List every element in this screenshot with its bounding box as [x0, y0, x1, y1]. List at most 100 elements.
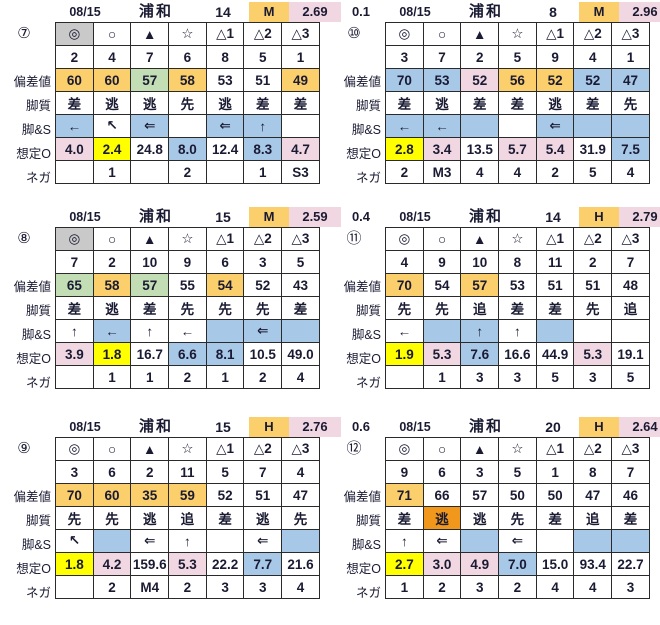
mark-cell[interactable]: ☆	[498, 22, 537, 46]
nega-cell[interactable]: 2	[168, 160, 207, 184]
soutei-o-cell[interactable]: 44.9	[535, 342, 575, 366]
mark-cell[interactable]: △2	[243, 227, 283, 251]
kyakushitsu-cell[interactable]: 逃	[422, 91, 462, 115]
kyakushitsu-cell[interactable]: 逃	[422, 506, 462, 530]
horse-no-cell[interactable]: 1	[281, 45, 320, 69]
nega-cell[interactable]: 2	[422, 575, 462, 599]
ashi-s-cell[interactable]: ⇐	[535, 114, 575, 138]
hensachi-cell[interactable]: 71	[385, 483, 424, 507]
ashi-s-cell[interactable]	[535, 529, 575, 553]
mark-cell[interactable]: △1	[535, 227, 575, 251]
mark-cell[interactable]: △3	[611, 437, 650, 461]
nega-cell[interactable]: 2	[385, 160, 424, 184]
ashi-s-cell[interactable]	[611, 529, 650, 553]
hensachi-cell[interactable]: 47	[611, 68, 650, 92]
mark-cell[interactable]: △1	[535, 22, 575, 46]
soutei-o-cell[interactable]: 5.3	[168, 552, 207, 576]
soutei-o-cell[interactable]: 22.7	[611, 552, 650, 576]
soutei-o-cell[interactable]: 21.6	[281, 552, 320, 576]
kyakushitsu-cell[interactable]: 追	[168, 506, 207, 530]
ashi-s-cell[interactable]	[168, 114, 207, 138]
hensachi-cell[interactable]: 43	[281, 273, 320, 297]
hensachi-cell[interactable]: 60	[55, 68, 94, 92]
soutei-o-cell[interactable]: 2.8	[385, 137, 424, 161]
ashi-s-cell[interactable]: ↑	[55, 319, 94, 343]
soutei-o-cell[interactable]: 16.6	[498, 342, 537, 366]
nega-cell[interactable]: 1	[385, 575, 424, 599]
soutei-o-cell[interactable]: 2.7	[385, 552, 424, 576]
kyakushitsu-cell[interactable]: 差	[535, 506, 575, 530]
ashi-s-cell[interactable]	[281, 529, 320, 553]
ashi-s-cell[interactable]: ⇐	[130, 114, 170, 138]
nega-cell[interactable]: 2	[498, 575, 537, 599]
hensachi-cell[interactable]: 57	[460, 483, 500, 507]
kyakushitsu-cell[interactable]: 差	[55, 296, 94, 320]
ashi-s-cell[interactable]	[498, 114, 537, 138]
horse-no-cell[interactable]: 5	[498, 460, 537, 484]
mark-cell[interactable]: △1	[205, 437, 245, 461]
horse-no-cell[interactable]: 2	[460, 45, 500, 69]
ashi-s-cell[interactable]	[205, 319, 245, 343]
hensachi-cell[interactable]: 58	[168, 68, 207, 92]
horse-no-cell[interactable]: 7	[611, 460, 650, 484]
hensachi-cell[interactable]: 51	[535, 273, 575, 297]
soutei-o-cell[interactable]: 3.4	[422, 137, 462, 161]
ashi-s-cell[interactable]	[92, 529, 132, 553]
ashi-s-cell[interactable]: ⇐	[205, 114, 245, 138]
kyakushitsu-cell[interactable]: 先	[205, 296, 245, 320]
horse-no-cell[interactable]: 2	[92, 250, 132, 274]
hensachi-cell[interactable]: 51	[243, 68, 283, 92]
kyakushitsu-cell[interactable]: 逃	[92, 91, 132, 115]
hensachi-cell[interactable]: 55	[168, 273, 207, 297]
hensachi-cell[interactable]: 57	[130, 273, 170, 297]
soutei-o-cell[interactable]: 22.2	[205, 552, 245, 576]
race-panel[interactable]: 08/15 浦和 15 M 2.59 0.4 ⑧ 偏差値 脚質 脚&S 想定O ネガ ◎ ○ ▲ ☆ △1 △2 △…	[0, 205, 370, 415]
horse-no-cell[interactable]: 11	[168, 460, 207, 484]
ashi-s-cell[interactable]	[460, 529, 500, 553]
soutei-o-cell[interactable]: 2.4	[92, 137, 132, 161]
hensachi-cell[interactable]: 60	[92, 68, 132, 92]
kyakushitsu-cell[interactable]: 差	[385, 91, 424, 115]
kyakushitsu-cell[interactable]: 先	[422, 296, 462, 320]
mark-cell[interactable]: ○	[422, 437, 462, 461]
hensachi-cell[interactable]: 57	[460, 273, 500, 297]
ashi-s-cell[interactable]: ↑	[168, 529, 207, 553]
horse-no-cell[interactable]: 5	[205, 460, 245, 484]
kyakushitsu-cell[interactable]: 逃	[130, 506, 170, 530]
horse-no-cell[interactable]: 7	[243, 460, 283, 484]
soutei-o-cell[interactable]: 5.3	[422, 342, 462, 366]
horse-no-cell[interactable]: 3	[385, 45, 424, 69]
mark-cell[interactable]: △3	[611, 22, 650, 46]
kyakushitsu-cell[interactable]: 追	[573, 506, 613, 530]
soutei-o-cell[interactable]: 6.6	[168, 342, 207, 366]
nega-cell[interactable]: 3	[205, 575, 245, 599]
kyakushitsu-cell[interactable]: 差	[498, 296, 537, 320]
ashi-s-cell[interactable]: ⇐	[243, 529, 283, 553]
nega-cell[interactable]: 1	[92, 160, 132, 184]
nega-cell[interactable]: 2	[168, 365, 207, 389]
nega-cell[interactable]: 3	[460, 365, 500, 389]
horse-no-cell[interactable]: 8	[205, 45, 245, 69]
kyakushitsu-cell[interactable]: 逃	[205, 91, 245, 115]
horse-no-cell[interactable]: 5	[498, 45, 537, 69]
kyakushitsu-cell[interactable]: 先	[55, 506, 94, 530]
hensachi-cell[interactable]: 35	[130, 483, 170, 507]
horse-no-cell[interactable]: 4	[385, 250, 424, 274]
soutei-o-cell[interactable]: 4.9	[460, 552, 500, 576]
kyakushitsu-cell[interactable]: 逃	[460, 506, 500, 530]
nega-cell[interactable]: 4	[535, 575, 575, 599]
horse-no-cell[interactable]: 9	[535, 45, 575, 69]
horse-no-cell[interactable]: 2	[573, 250, 613, 274]
horse-no-cell[interactable]: 4	[573, 45, 613, 69]
hensachi-cell[interactable]: 52	[205, 483, 245, 507]
kyakushitsu-cell[interactable]: 先	[243, 296, 283, 320]
hensachi-cell[interactable]: 48	[611, 273, 650, 297]
race-panel[interactable]: 08/15浦和20H2.640.4⑫偏差値脚質脚&S想定Oネガ◎○▲☆△1△2△…	[330, 415, 660, 625]
hensachi-cell[interactable]: 54	[205, 273, 245, 297]
nega-cell[interactable]	[130, 160, 170, 184]
soutei-o-cell[interactable]: 1.8	[55, 552, 94, 576]
mark-cell[interactable]: ☆	[498, 227, 537, 251]
mark-cell[interactable]: △2	[573, 22, 613, 46]
kyakushitsu-cell[interactable]: 差	[130, 296, 170, 320]
mark-cell[interactable]: ◎	[55, 22, 94, 46]
